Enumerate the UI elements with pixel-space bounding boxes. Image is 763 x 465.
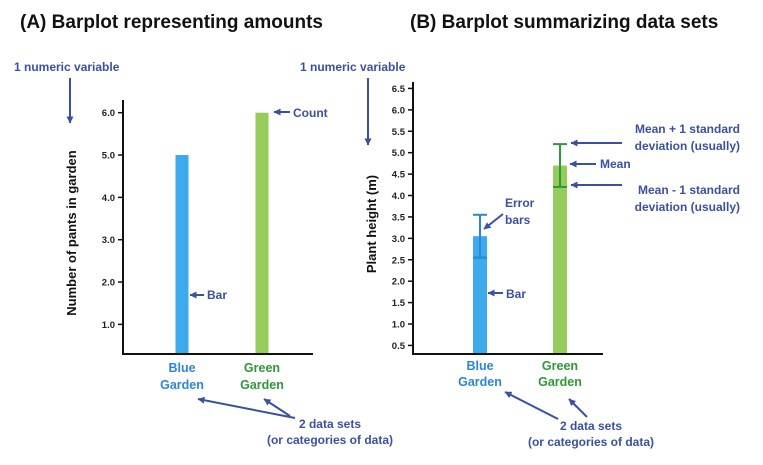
panel-b-y-tick-label: 5.5 xyxy=(392,127,406,138)
panel-a-y-tick-label: 2.0 xyxy=(102,278,115,289)
panel-b-chart: 0.5 1.0 1.5 2.0 2.5 3.0 3.5 4.0 4.5 5.0 5.5 6.0 6.5 P… xyxy=(364,82,603,389)
panel-b-y-tick-label: 6.0 xyxy=(392,105,405,116)
panel-a-bar-green-garden xyxy=(255,112,269,354)
panel-b-error-arrow xyxy=(483,213,504,230)
panel-b-y-tick-label: 0.5 xyxy=(392,341,406,352)
panel-b-datasets-note-line2: (or categories of data) xyxy=(528,435,654,449)
panel-b-category-label-green-garden-line1: Green xyxy=(542,359,578,373)
panel-b-y-tick-label: 5.0 xyxy=(392,148,405,159)
panel-b-upper-note-line2: deviation (usually) xyxy=(635,139,740,153)
panel-a-chart: 1.0 2.0 3.0 4.0 5.0 6.0 Number of pants in gar… xyxy=(64,100,313,392)
panel-a-y-tick-label: 5.0 xyxy=(102,151,115,162)
panel-a-count-note: Count xyxy=(293,106,328,120)
panel-a-category-label-green-garden-line1: Green xyxy=(244,361,280,375)
panel-b-lower-note-line1: Mean - 1 standard xyxy=(638,183,740,197)
panel-b-mean-note: Mean xyxy=(600,157,631,171)
panel-a-y-tick-label: 6.0 xyxy=(102,108,115,119)
panel-b-y-tick-label: 3.5 xyxy=(392,212,406,223)
panel-b-y-tick-label: 1.0 xyxy=(392,320,405,331)
panel-b-datasets-arrow-right xyxy=(568,398,588,418)
panel-a-y-tick-label: 1.0 xyxy=(102,320,115,331)
panel-a-y-axis-title: Number of pants in garden xyxy=(64,150,79,315)
panel-b-category-label-green-garden-line2: Garden xyxy=(538,375,582,389)
panel-b-numeric-variable-note: 1 numeric variable xyxy=(300,60,406,74)
panel-b-y-tick-label: 2.0 xyxy=(392,277,405,288)
panel-b-bar-blue-garden xyxy=(473,236,487,354)
panel-b-category-label-blue-garden-line1: Blue xyxy=(466,359,493,373)
panel-b-lower-note-line2: deviation (usually) xyxy=(635,200,740,214)
panel-a-y-tick-label: 4.0 xyxy=(102,193,115,204)
panel-b-y-axis-title: Plant height (m) xyxy=(364,175,379,273)
panel-a-bar-blue-garden xyxy=(175,155,189,354)
panel-b-bar-green-garden xyxy=(553,165,567,354)
panel-b-error-note-line1: Error xyxy=(505,196,535,210)
panel-a-title: (A) Barplot representing amounts xyxy=(20,12,323,33)
panel-b-y-tick-label: 1.5 xyxy=(392,298,406,309)
panel-a-datasets-arrow-left xyxy=(197,396,296,419)
panel-a-category-label-blue-garden-line1: Blue xyxy=(168,361,195,375)
panel-b-title: (B) Barplot summarizing data sets xyxy=(410,12,718,33)
panel-b-category-label-blue-garden-line2: Garden xyxy=(458,375,502,389)
panel-b-y-tick-label: 4.0 xyxy=(392,191,405,202)
panel-a-datasets-note-line1: 2 data sets xyxy=(299,417,361,431)
panel-b-y-tick-label: 4.5 xyxy=(392,170,406,181)
panel-b-datasets-note-line1: 2 data sets xyxy=(560,419,622,433)
panel-b-datasets-arrow-left xyxy=(504,391,559,420)
panel-a-y-tick-label: 3.0 xyxy=(102,235,115,246)
panel-a-category-label-blue-garden-line2: Garden xyxy=(160,378,204,392)
panel-a-numeric-variable-note: 1 numeric variable xyxy=(14,60,120,74)
panel-b-y-tick-label: 2.5 xyxy=(392,255,406,266)
panel-b-upper-note-line1: Mean + 1 standard xyxy=(635,122,740,136)
panel-b-y-tick-label: 3.0 xyxy=(392,234,405,245)
panel-a-bar-note: Bar xyxy=(207,288,227,302)
panel-b-error-note-line2: bars xyxy=(505,213,531,227)
panel-b-bar-note: Bar xyxy=(506,287,526,301)
panel-a-datasets-note-line2: (or categories of data) xyxy=(267,433,393,447)
panel-b-y-tick-label: 6.5 xyxy=(392,84,406,95)
panel-a-category-label-green-garden-line2: Garden xyxy=(240,378,284,392)
panel-a-datasets-arrow-right xyxy=(263,398,291,417)
